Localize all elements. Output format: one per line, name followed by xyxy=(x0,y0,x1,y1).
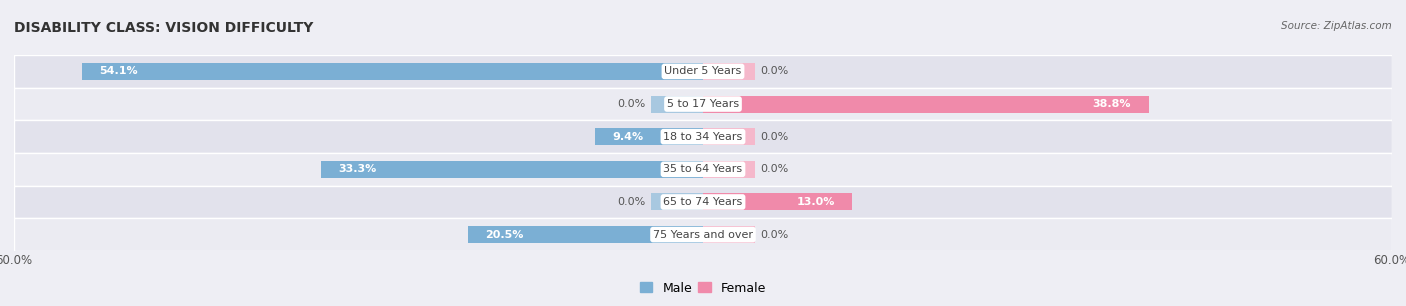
Text: 54.1%: 54.1% xyxy=(98,66,138,76)
Text: DISABILITY CLASS: VISION DIFFICULTY: DISABILITY CLASS: VISION DIFFICULTY xyxy=(14,21,314,35)
Text: 0.0%: 0.0% xyxy=(761,66,789,76)
Text: 33.3%: 33.3% xyxy=(337,164,377,174)
Legend: Male, Female: Male, Female xyxy=(636,277,770,300)
Bar xyxy=(703,193,852,211)
Bar xyxy=(595,128,703,145)
Text: 9.4%: 9.4% xyxy=(612,132,644,142)
Bar xyxy=(321,161,703,178)
Text: 65 to 74 Years: 65 to 74 Years xyxy=(664,197,742,207)
Bar xyxy=(703,128,755,145)
Bar xyxy=(14,153,1392,186)
Bar xyxy=(468,226,703,243)
Bar xyxy=(651,193,703,211)
Text: 35 to 64 Years: 35 to 64 Years xyxy=(664,164,742,174)
Bar xyxy=(703,161,755,178)
Text: 5 to 17 Years: 5 to 17 Years xyxy=(666,99,740,109)
Bar xyxy=(14,186,1392,218)
Text: 0.0%: 0.0% xyxy=(617,197,645,207)
Text: 0.0%: 0.0% xyxy=(761,132,789,142)
Bar xyxy=(14,218,1392,251)
Bar xyxy=(651,95,703,113)
Bar xyxy=(14,55,1392,88)
Bar xyxy=(703,63,755,80)
Bar xyxy=(703,95,1149,113)
Text: 13.0%: 13.0% xyxy=(797,197,835,207)
Text: 0.0%: 0.0% xyxy=(617,99,645,109)
Bar xyxy=(703,226,755,243)
Text: Under 5 Years: Under 5 Years xyxy=(665,66,741,76)
Bar xyxy=(82,63,703,80)
Text: 0.0%: 0.0% xyxy=(761,230,789,240)
Text: Source: ZipAtlas.com: Source: ZipAtlas.com xyxy=(1281,21,1392,32)
Bar xyxy=(14,120,1392,153)
Text: 20.5%: 20.5% xyxy=(485,230,523,240)
Text: 18 to 34 Years: 18 to 34 Years xyxy=(664,132,742,142)
Text: 75 Years and over: 75 Years and over xyxy=(652,230,754,240)
Bar xyxy=(14,88,1392,120)
Text: 38.8%: 38.8% xyxy=(1092,99,1132,109)
Text: 0.0%: 0.0% xyxy=(761,164,789,174)
